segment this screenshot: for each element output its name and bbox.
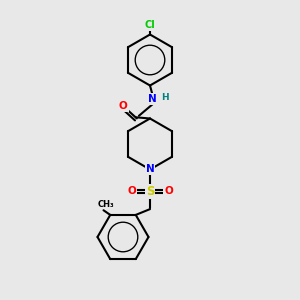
Text: Cl: Cl (145, 20, 155, 30)
Text: CH₃: CH₃ (97, 200, 114, 209)
Text: O: O (119, 101, 128, 111)
Text: N: N (148, 94, 157, 104)
Text: S: S (146, 184, 154, 198)
Text: H: H (161, 93, 169, 102)
Text: O: O (127, 186, 136, 196)
Text: N: N (146, 164, 154, 175)
Text: O: O (164, 186, 173, 196)
